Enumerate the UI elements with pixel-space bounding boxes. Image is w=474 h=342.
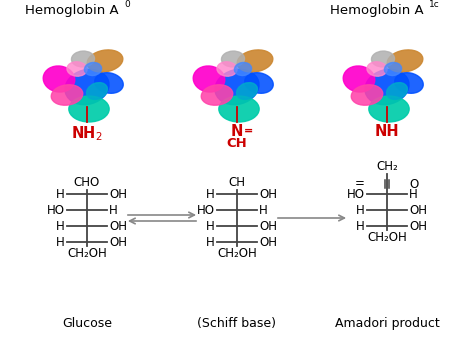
Text: OH: OH xyxy=(259,187,277,200)
Text: OH: OH xyxy=(259,236,277,249)
Ellipse shape xyxy=(245,73,273,93)
Ellipse shape xyxy=(372,51,394,67)
Text: H: H xyxy=(56,236,65,249)
Text: H: H xyxy=(206,187,215,200)
Text: =: = xyxy=(355,177,365,190)
Text: Hemoglobin A: Hemoglobin A xyxy=(330,4,424,17)
Text: CH₂OH: CH₂OH xyxy=(217,247,257,260)
Ellipse shape xyxy=(237,83,257,100)
Text: NH: NH xyxy=(374,124,399,139)
Ellipse shape xyxy=(215,69,259,105)
Text: OH: OH xyxy=(409,203,427,216)
Ellipse shape xyxy=(237,50,273,72)
Ellipse shape xyxy=(217,62,237,76)
Ellipse shape xyxy=(365,69,409,105)
Ellipse shape xyxy=(219,96,259,122)
Text: O: O xyxy=(409,177,418,190)
Ellipse shape xyxy=(384,63,401,76)
Ellipse shape xyxy=(87,83,108,100)
Ellipse shape xyxy=(193,66,225,92)
Text: OH: OH xyxy=(109,187,127,200)
Ellipse shape xyxy=(43,66,75,92)
Ellipse shape xyxy=(65,69,109,105)
Text: 1c: 1c xyxy=(429,0,440,9)
Text: H: H xyxy=(206,220,215,233)
Ellipse shape xyxy=(343,66,375,92)
Ellipse shape xyxy=(387,50,423,72)
Ellipse shape xyxy=(95,73,123,93)
Text: OH: OH xyxy=(109,220,127,233)
Text: HO: HO xyxy=(47,203,65,216)
Text: H: H xyxy=(109,203,118,216)
Text: CH₂: CH₂ xyxy=(376,160,398,173)
Ellipse shape xyxy=(367,62,387,76)
Ellipse shape xyxy=(369,96,409,122)
Text: HO: HO xyxy=(197,203,215,216)
Text: CH₂OH: CH₂OH xyxy=(67,247,107,260)
Text: H: H xyxy=(56,220,65,233)
Text: OH: OH xyxy=(109,236,127,249)
Text: NH$_2$: NH$_2$ xyxy=(71,124,103,143)
Text: Glucose: Glucose xyxy=(62,317,112,330)
Text: OH: OH xyxy=(409,220,427,233)
Text: H: H xyxy=(206,236,215,249)
Ellipse shape xyxy=(84,63,101,76)
Text: CH: CH xyxy=(227,137,247,150)
Ellipse shape xyxy=(201,85,233,105)
Text: H: H xyxy=(356,203,365,216)
Text: H: H xyxy=(259,203,268,216)
Text: (Schiff base): (Schiff base) xyxy=(198,317,276,330)
Text: H: H xyxy=(356,220,365,233)
Text: Hemoglobin A: Hemoglobin A xyxy=(25,4,119,17)
Ellipse shape xyxy=(87,50,123,72)
Ellipse shape xyxy=(221,51,245,67)
Ellipse shape xyxy=(67,62,87,76)
Ellipse shape xyxy=(51,85,83,105)
Text: CH: CH xyxy=(228,176,246,189)
Text: OH: OH xyxy=(259,220,277,233)
Ellipse shape xyxy=(69,96,109,122)
Ellipse shape xyxy=(387,83,408,100)
Text: CH₂OH: CH₂OH xyxy=(367,231,407,244)
Text: HO: HO xyxy=(347,187,365,200)
Ellipse shape xyxy=(235,63,252,76)
Ellipse shape xyxy=(395,73,423,93)
Ellipse shape xyxy=(351,85,383,105)
Text: N: N xyxy=(231,124,243,139)
Text: 0: 0 xyxy=(124,0,130,9)
Text: CHO: CHO xyxy=(74,176,100,189)
Ellipse shape xyxy=(72,51,94,67)
Text: Amadori product: Amadori product xyxy=(335,317,439,330)
Text: H: H xyxy=(409,187,418,200)
Text: =: = xyxy=(244,126,253,136)
Text: H: H xyxy=(56,187,65,200)
